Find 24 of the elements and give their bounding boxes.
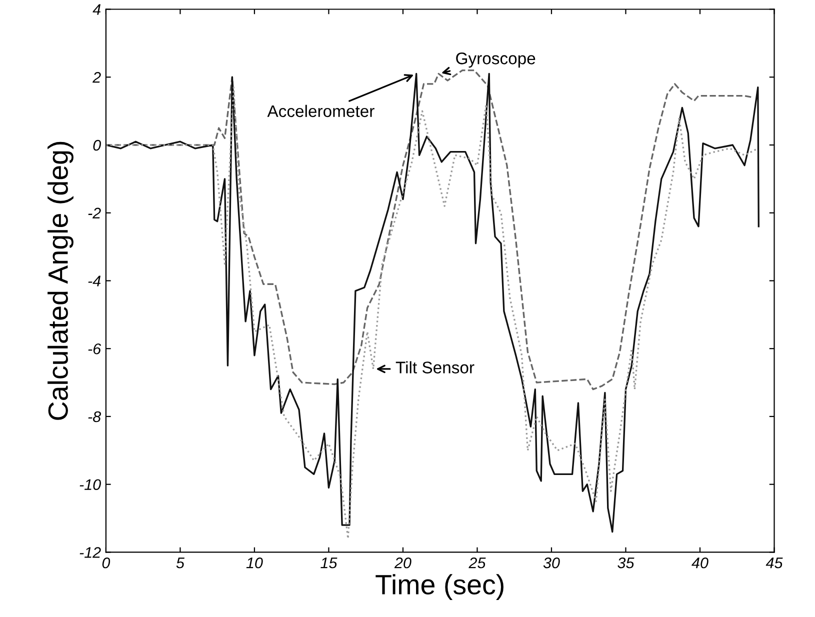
y-tick-label: -12 — [80, 547, 101, 558]
y-tick-label: -10 — [80, 479, 101, 490]
y-tick-label: -6 — [88, 343, 102, 354]
x-tick-label: 10 — [246, 557, 263, 568]
y-tick-label: -2 — [88, 208, 101, 218]
y-tick-label: -4 — [88, 276, 101, 286]
series-label: Tilt Sensor — [396, 361, 474, 374]
series-label: Gyroscope — [456, 52, 536, 68]
x-tick-label: 30 — [543, 557, 560, 568]
x-axis-title: Time (sec) — [376, 574, 504, 600]
x-tick-label: 15 — [320, 558, 338, 568]
x-tick-label: 5 — [176, 558, 184, 568]
y-tick-label: -8 — [88, 411, 101, 422]
series-label: Accelerometer — [267, 104, 374, 118]
x-tick-label: 20 — [394, 557, 412, 568]
y-tick-label: 4 — [92, 4, 101, 15]
x-tick-label: 35 — [618, 557, 634, 568]
x-tick-label: 0 — [102, 557, 110, 568]
y-axis-title: Calculated Angle (deg) — [48, 142, 74, 420]
y-tick-label: 2 — [92, 72, 101, 83]
x-tick-label: 40 — [692, 557, 708, 568]
x-tick-label: 45 — [766, 558, 783, 568]
y-tick-label: 0 — [93, 140, 101, 151]
x-tick-label: 25 — [468, 557, 486, 568]
